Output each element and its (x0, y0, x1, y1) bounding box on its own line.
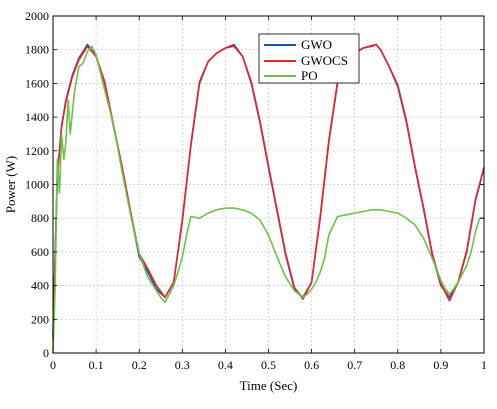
series-line-gwocs (52, 43, 485, 340)
grid-layer (53, 16, 484, 353)
y-tick-label: 1600 (25, 76, 49, 90)
y-tick-label: 400 (31, 279, 49, 293)
x-tick-label: 0.1 (89, 358, 104, 372)
y-tick-label: 1800 (25, 43, 49, 57)
legend: GWO GWOCS PO (258, 33, 360, 84)
y-tick-label: 600 (31, 245, 49, 259)
y-tick-label: 1200 (25, 144, 49, 158)
x-tick-label: 0.9 (433, 358, 448, 372)
tick-layer: 0 0.1 0.2 0.3 0.4 0.5 0.6 0.7 0.8 0.9 1 0 200 400 600 8… (25, 9, 487, 372)
x-axis-title: Time (Sec) (240, 378, 298, 393)
y-tick-label: 1400 (25, 110, 49, 124)
series-line-po (52, 45, 484, 354)
y-tick-label: 2000 (25, 9, 49, 23)
x-tick-label: 1 (481, 358, 487, 372)
legend-box (258, 33, 360, 84)
x-tick-label: 0.5 (261, 358, 276, 372)
x-tick-label: 0.3 (175, 358, 190, 372)
legend-label-gwo: GWO (301, 37, 332, 52)
x-tick-label: 0.2 (132, 358, 147, 372)
legend-label-po: PO (301, 68, 318, 83)
x-tick-label: 0.7 (347, 358, 362, 372)
legend-label-gwocs: GWOCS (301, 53, 348, 68)
y-tick-label: 200 (31, 312, 49, 326)
y-tick-label: 1000 (25, 178, 49, 192)
x-tick-label: 0.8 (390, 358, 405, 372)
x-tick-label: 0.6 (304, 358, 319, 372)
y-tick-label: 0 (43, 346, 49, 360)
series-layer (52, 43, 485, 354)
x-tick-label: 0.4 (218, 358, 233, 372)
y-axis-title: Power (W) (3, 156, 18, 213)
y-tick-label: 800 (31, 211, 49, 225)
x-tick-label: 0 (50, 358, 56, 372)
